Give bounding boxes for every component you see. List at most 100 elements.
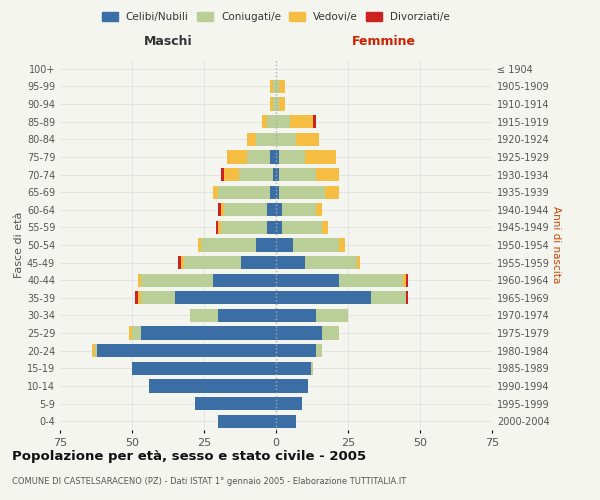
Bar <box>221 221 268 234</box>
Bar <box>371 291 406 304</box>
Bar <box>296 132 319 146</box>
Bar <box>212 274 276 287</box>
Bar <box>224 203 268 216</box>
Bar <box>340 238 345 252</box>
Bar <box>282 221 322 234</box>
Bar <box>218 203 221 216</box>
Bar <box>316 344 322 358</box>
Bar <box>221 203 224 216</box>
Bar <box>276 362 311 375</box>
Bar <box>218 309 276 322</box>
Bar <box>138 274 140 287</box>
Bar <box>406 274 409 287</box>
Bar <box>279 186 325 198</box>
Bar <box>221 168 224 181</box>
Bar <box>273 98 276 110</box>
Bar <box>279 80 284 93</box>
Bar <box>276 291 371 304</box>
Bar <box>239 168 273 181</box>
Bar <box>279 168 316 181</box>
Bar <box>256 238 276 252</box>
Bar <box>290 115 313 128</box>
Bar <box>276 203 282 216</box>
Bar <box>276 256 305 269</box>
Text: Maschi: Maschi <box>143 34 193 48</box>
Bar <box>224 168 239 181</box>
Bar <box>140 274 212 287</box>
Bar <box>140 291 175 304</box>
Bar <box>270 186 276 198</box>
Bar <box>406 291 409 304</box>
Bar <box>218 186 270 198</box>
Bar <box>140 326 276 340</box>
Bar <box>218 221 221 234</box>
Bar <box>190 309 218 322</box>
Bar <box>178 256 181 269</box>
Bar <box>276 98 279 110</box>
Bar <box>273 168 276 181</box>
Bar <box>175 291 276 304</box>
Bar <box>196 397 276 410</box>
Bar <box>212 186 218 198</box>
Text: Popolazione per età, sesso e stato civile - 2005: Popolazione per età, sesso e stato civil… <box>12 450 366 463</box>
Bar <box>282 203 316 216</box>
Bar <box>313 115 316 128</box>
Bar <box>262 115 268 128</box>
Bar <box>132 362 276 375</box>
Bar <box>97 344 276 358</box>
Bar <box>95 344 97 358</box>
Bar <box>276 380 308 392</box>
Bar <box>227 150 247 164</box>
Bar <box>276 168 279 181</box>
Bar <box>276 150 279 164</box>
Bar <box>322 221 328 234</box>
Bar <box>276 274 340 287</box>
Bar <box>276 80 279 93</box>
Bar <box>276 115 290 128</box>
Y-axis label: Fasce di età: Fasce di età <box>14 212 24 278</box>
Bar <box>276 186 279 198</box>
Bar <box>149 380 276 392</box>
Bar <box>340 274 403 287</box>
Bar <box>276 397 302 410</box>
Bar <box>184 256 241 269</box>
Bar <box>316 168 340 181</box>
Bar <box>268 221 276 234</box>
Y-axis label: Anni di nascita: Anni di nascita <box>551 206 561 284</box>
Bar <box>325 186 340 198</box>
Bar <box>181 256 184 269</box>
Bar <box>218 414 276 428</box>
Bar <box>276 238 293 252</box>
Bar <box>198 238 201 252</box>
Bar <box>279 150 305 164</box>
Bar <box>268 203 276 216</box>
Bar <box>276 344 316 358</box>
Bar <box>201 238 256 252</box>
Bar <box>316 203 322 216</box>
Bar <box>256 132 276 146</box>
Bar <box>311 362 313 375</box>
Bar <box>279 98 284 110</box>
Bar <box>276 132 296 146</box>
Bar <box>276 326 322 340</box>
Bar <box>305 256 356 269</box>
Bar <box>247 150 270 164</box>
Bar <box>247 132 256 146</box>
Bar <box>129 326 132 340</box>
Text: Femmine: Femmine <box>352 34 416 48</box>
Bar <box>135 291 138 304</box>
Bar <box>276 309 316 322</box>
Bar <box>268 115 276 128</box>
Bar <box>356 256 359 269</box>
Bar <box>273 80 276 93</box>
Bar <box>293 238 340 252</box>
Bar <box>316 309 348 322</box>
Bar <box>241 256 276 269</box>
Bar <box>92 344 95 358</box>
Bar <box>276 414 296 428</box>
Bar <box>403 274 406 287</box>
Bar <box>276 221 282 234</box>
Bar <box>138 291 140 304</box>
Text: COMUNE DI CASTELSARACENO (PZ) - Dati ISTAT 1° gennaio 2005 - Elaborazione TUTTIT: COMUNE DI CASTELSARACENO (PZ) - Dati IST… <box>12 478 406 486</box>
Legend: Celibi/Nubili, Coniugati/e, Vedovi/e, Divorziati/e: Celibi/Nubili, Coniugati/e, Vedovi/e, Di… <box>98 8 454 26</box>
